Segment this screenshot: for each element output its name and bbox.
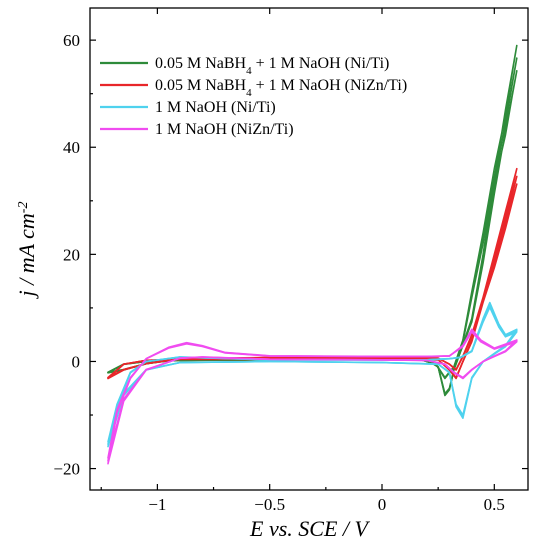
y-tick-label: 60 [63,31,80,50]
legend-label-part: 0.05 M NaBH [155,55,247,72]
legend-label: 0.05 M NaBH4 + 1 M NaOH (Ni/Ti) [155,55,389,77]
x-tick-label: 0 [378,495,387,514]
x-tick-label: 0.5 [484,495,505,514]
y-axis-title-main: j / mA cm [14,213,39,299]
y-tick-label: 20 [63,245,80,264]
y-tick-label: −20 [53,460,80,479]
x-tick-label: −1 [148,495,166,514]
legend-label-part: + 1 M NaOH (NiZn/Ti) [252,77,408,94]
legend-item: 1 M NaOH (NiZn/Ti) [100,121,294,138]
legend-label-part: 1 M NaOH (Ni/Ti) [155,99,276,116]
legend-label-part: 4 [246,65,252,77]
x-tick-label: −0.5 [254,495,285,514]
legend-label-part: 0.05 M NaBH [155,77,247,94]
series-1-cycle-1 [107,44,518,395]
series-4-cycle-1 [107,328,518,459]
legend-item: 1 M NaOH (Ni/Ti) [100,99,276,116]
plot-frame [89,7,529,491]
ticks-layer: −1 −0.5 0 0.5 −20 0 20 40 60 [53,8,528,514]
series-2-cycle-1 [107,167,518,379]
legend-label: 1 M NaOH (NiZn/Ti) [155,121,294,138]
series-layer [107,44,518,465]
series-4 [107,328,518,465]
series-4-cycle-3 [107,331,518,465]
legend-label: 1 M NaOH (Ni/Ti) [155,99,276,116]
series-3-cycle-1 [107,301,518,443]
legend-item: 0.05 M NaBH4 + 1 M NaOH (Ni/Ti) [100,55,389,77]
legend-label-part: + 1 M NaOH (Ni/Ti) [252,55,390,72]
y-tick-label: 0 [72,352,81,371]
y-axis-title-sup: -2 [16,202,31,214]
legend-label: 0.05 M NaBH4 + 1 M NaOH (NiZn/Ti) [155,77,407,99]
series-4-cycle-2 [107,329,518,462]
series-1 [107,44,518,397]
y-tick-label: 40 [63,138,80,157]
legend-label-part: 4 [246,87,252,99]
y-axis-title: j / mA cm-2 [14,202,39,300]
x-axis-title: E vs. SCE / V [249,516,370,541]
legend-item: 0.05 M NaBH4 + 1 M NaOH (NiZn/Ti) [100,77,407,99]
series-2-cycle-3 [107,183,518,380]
legend-label-part: 1 M NaOH (NiZn/Ti) [155,121,294,138]
legend: 0.05 M NaBH4 + 1 M NaOH (Ni/Ti)0.05 M Na… [100,55,407,138]
